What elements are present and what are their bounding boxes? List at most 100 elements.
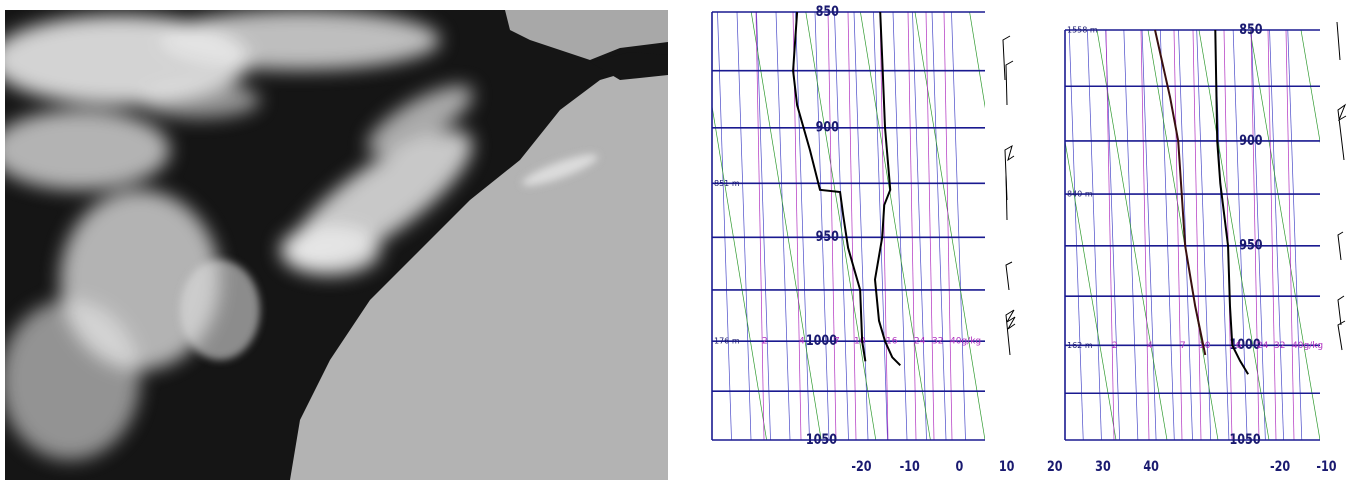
isotherm	[912, 12, 927, 440]
mixing-ratio-label: 4	[799, 337, 805, 347]
mixing-ratio-label: 24	[914, 337, 926, 347]
y-tick-label: 900	[1239, 132, 1263, 149]
mixing-ratio-label: 7	[1180, 341, 1186, 351]
isotherm	[756, 12, 771, 440]
y-tick-label: 850	[1239, 21, 1263, 38]
height-label: 840 m	[1067, 190, 1093, 199]
mixing-ratio-label: 7	[834, 337, 840, 347]
isotherm	[853, 12, 869, 440]
isotherm	[873, 12, 888, 440]
isotherm	[1141, 30, 1157, 440]
x-tick-label: 40	[1143, 458, 1159, 475]
y-tick-label: 1000	[1229, 336, 1260, 353]
x-tick-label: -10	[1316, 458, 1336, 475]
x-tick-label: 10	[999, 458, 1015, 475]
isotherm	[1287, 30, 1303, 440]
sounding-line	[1214, 29, 1249, 375]
y-tick-label: 850	[816, 3, 840, 20]
mixing-ratio-label: 2	[1112, 341, 1118, 351]
mixing-ratio-line	[1105, 30, 1115, 440]
isotherm	[1232, 30, 1248, 440]
dry-adiabat	[969, 12, 985, 109]
dry-adiabat	[860, 12, 931, 440]
mixing-ratio-label: 10	[854, 337, 866, 347]
mixing-ratio-line	[1285, 30, 1295, 440]
y-tick-label: 900	[816, 118, 840, 135]
isotherm	[1269, 30, 1284, 440]
dry-adiabat	[1096, 30, 1168, 440]
dry-adiabat	[805, 12, 877, 440]
dry-adiabat	[1065, 437, 1066, 440]
x-tick-label: -20	[1270, 458, 1290, 475]
mixing-ratio-label: 16	[886, 337, 898, 347]
mixing-ratio-line	[1140, 30, 1150, 440]
mixing-ratio-line	[847, 12, 857, 440]
dry-adiabat	[712, 103, 767, 440]
isotherm	[1068, 30, 1084, 440]
mixing-ratio-line	[907, 12, 917, 440]
isotherm	[679, 12, 693, 440]
mixing-ratio-line	[879, 12, 889, 440]
mixing-ratio-line	[755, 12, 765, 440]
isotherm	[1251, 30, 1266, 440]
sounding-line	[1154, 29, 1207, 356]
isotherm	[1105, 30, 1120, 440]
mixing-ratio-line	[1267, 30, 1277, 440]
y-tick-label: 1000	[806, 332, 837, 349]
satellite-image	[5, 10, 668, 480]
height-label: 851 m	[714, 179, 740, 188]
x-tick-label: 0	[956, 458, 964, 475]
isotherm	[931, 12, 947, 440]
y-tick-label: 950	[816, 228, 840, 245]
mixing-ratio-label: 40g/kg	[1292, 341, 1323, 351]
dry-adiabat	[750, 12, 822, 440]
isotherm	[1033, 30, 1047, 440]
x-tick-label: -10	[900, 458, 920, 475]
dry-adiabat	[1147, 30, 1219, 440]
sounding-chart: 85090095010001050-20-1001020304024710162…	[944, 21, 1337, 475]
x-tick-label: -20	[851, 458, 871, 475]
dry-adiabat	[914, 12, 985, 440]
isotherm	[736, 12, 752, 440]
mixing-ratio-line	[1173, 30, 1183, 440]
plot-area	[679, 12, 985, 440]
isotherm	[775, 12, 791, 440]
dry-adiabat	[1249, 30, 1320, 440]
plot-area	[944, 30, 1320, 440]
mixing-ratio-line	[1192, 30, 1202, 440]
isotherm	[978, 30, 992, 440]
mixing-ratio-line	[943, 12, 953, 440]
isotherm	[1015, 30, 1029, 440]
x-tick-label: 30	[1095, 458, 1111, 475]
height-label: 1558 m	[1067, 26, 1098, 35]
y-tick-label: 1050	[1229, 431, 1260, 448]
mixing-ratio-label: 4	[1147, 341, 1153, 351]
wind-barbs	[1002, 21, 1347, 356]
mixing-ratio-label: 32	[932, 337, 943, 347]
isotherm	[1178, 30, 1193, 440]
isotherm	[996, 30, 1010, 440]
dry-adiabat	[944, 30, 1014, 440]
isotherm	[717, 12, 732, 440]
mixing-ratio-label: 16	[1230, 341, 1242, 351]
isotherm	[1123, 30, 1139, 440]
isotherm	[814, 12, 830, 440]
isotherm	[1196, 30, 1212, 440]
isotherm	[1159, 30, 1175, 440]
mixing-ratio-label: 24	[1257, 341, 1269, 351]
isotherm	[834, 12, 849, 440]
isotherm	[1087, 30, 1102, 440]
mixing-ratio-label: 40g/kg	[950, 337, 981, 347]
isotherm	[960, 30, 974, 440]
isotherm	[795, 12, 810, 440]
isotherm	[951, 12, 966, 440]
height-label: 162 m	[1067, 341, 1093, 350]
y-tick-label: 1050	[806, 431, 837, 448]
sounding-line	[873, 11, 901, 367]
mixing-ratio-label: 2	[762, 337, 768, 347]
mixing-ratio-line	[1250, 30, 1260, 440]
dry-adiabat	[1300, 30, 1320, 144]
mixing-ratio-line	[925, 12, 935, 440]
height-label: 176 m	[714, 337, 740, 346]
